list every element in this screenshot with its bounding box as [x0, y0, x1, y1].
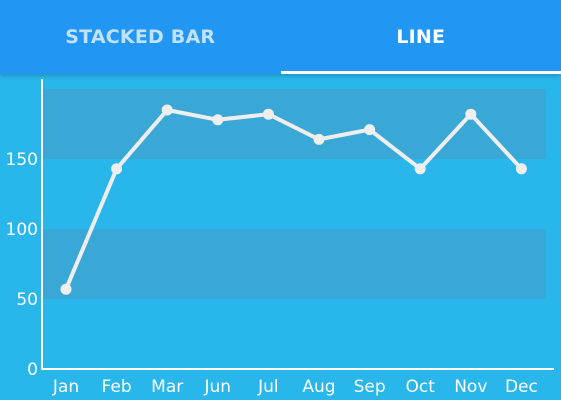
- chart-axes: [41, 79, 554, 370]
- x-tick-label: Jul: [257, 377, 279, 397]
- data-point: [161, 104, 173, 116]
- y-tick-label: 50: [16, 290, 38, 310]
- series-line: [64, 108, 524, 292]
- x-tick-label: Jun: [204, 377, 232, 397]
- data-point: [212, 114, 224, 126]
- y-tick-label: 100: [6, 220, 38, 240]
- data-point: [414, 163, 426, 175]
- active-tab-indicator: [280, 71, 561, 74]
- tab-line[interactable]: LINE: [280, 0, 561, 74]
- data-point: [515, 163, 527, 175]
- tab-stacked-bar-label: STACKED BAR: [65, 26, 216, 48]
- x-tick-label: Aug: [302, 377, 335, 397]
- x-tick-label: Feb: [102, 377, 132, 397]
- x-tick-label: Sep: [354, 377, 386, 397]
- data-point: [111, 163, 123, 175]
- x-tick-label: Jan: [52, 377, 79, 397]
- x-axis-ticks: Jan Feb Mar Jun Jul Aug Sep Oct Nov Dec: [52, 377, 538, 397]
- chart-bands: [42, 89, 546, 299]
- chart-band-0: [42, 229, 546, 299]
- y-tick-label: 0: [27, 360, 38, 380]
- x-tick-label: Nov: [454, 377, 487, 397]
- chart-band-1: [42, 89, 546, 159]
- tab-line-label: LINE: [396, 26, 446, 48]
- data-point: [364, 124, 376, 136]
- line-chart: 0 50 100 150 Jan Feb Mar Jun Jul Aug Sep Oct Nov Dec: [6, 79, 554, 397]
- x-tick-label: Mar: [151, 377, 183, 397]
- data-point: [262, 108, 274, 120]
- y-tick-label: 150: [6, 150, 38, 170]
- data-point: [465, 108, 477, 120]
- x-tick-label: Dec: [505, 377, 538, 397]
- chart-series: [60, 104, 527, 295]
- y-axis-ticks: 0 50 100 150: [6, 150, 38, 380]
- tab-stacked-bar[interactable]: STACKED BAR: [0, 0, 281, 74]
- x-tick-label: Oct: [405, 377, 435, 397]
- data-point: [313, 133, 325, 145]
- tab-bar: STACKED BAR LINE: [0, 0, 561, 74]
- data-point: [60, 283, 72, 295]
